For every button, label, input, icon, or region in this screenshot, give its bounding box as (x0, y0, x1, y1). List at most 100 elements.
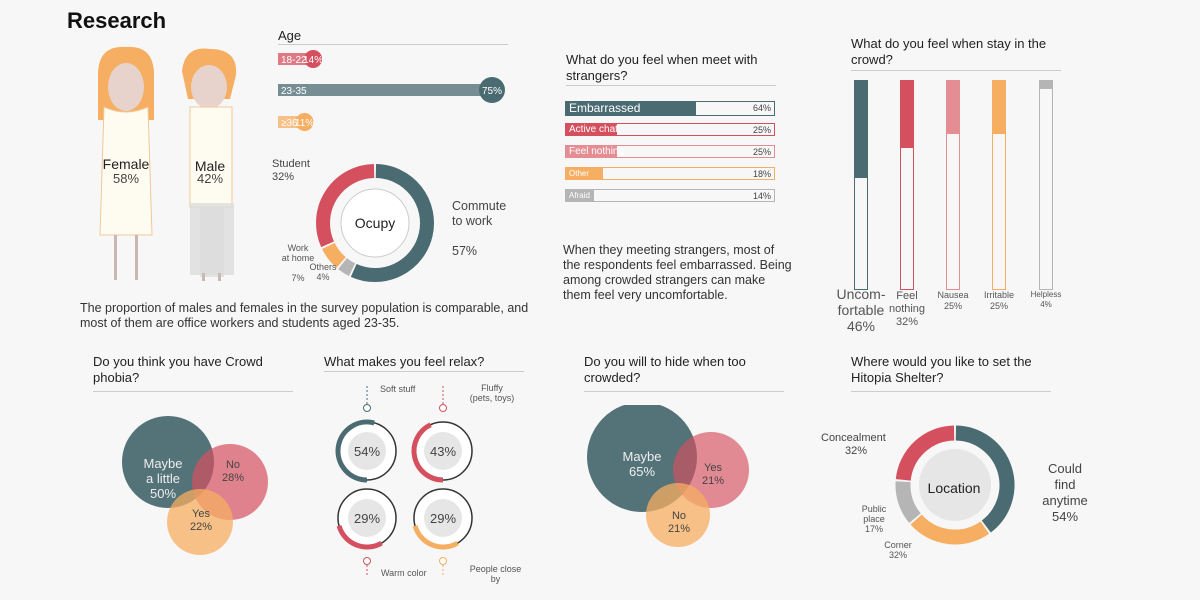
age-title: Age (278, 28, 302, 43)
age-bar-cap-0 (304, 50, 323, 68)
strangers-bar-4: Afraid 14% (565, 189, 775, 202)
relax-value-label: 29% (354, 511, 380, 526)
phobia-yes-label: Yes 22% (189, 508, 213, 533)
hide-title: Do you will to hide when too crowded? (584, 354, 746, 385)
gender-figures (98, 46, 237, 281)
shelter-donut (895, 425, 1015, 545)
strangers-text: When they meeting strangers, most of the… (563, 243, 792, 302)
female-figure-icon (98, 46, 154, 280)
crowd-chart: Uncom- fortable 46% Feel nothing 32% Nause… (836, 80, 1080, 340)
strangers-bar-fill (566, 190, 595, 201)
occupy-slice-1 (338, 258, 356, 276)
strangers-bar-0: Embarrassed 64% (565, 101, 775, 116)
crowd-title: What do you feel when stay in the crowd? (851, 36, 1047, 67)
relax-ring-0 (335, 419, 375, 483)
shelter-concealment-label: Concealment 32% (821, 432, 886, 457)
relax-chart: 54% 43% 29% 29% (335, 386, 473, 576)
crowd-bar-1 (900, 80, 914, 290)
relax-warm-label: Warm color (381, 568, 427, 578)
shelter-slice-3 (895, 425, 955, 481)
occupy-student-label: Student 32% (272, 158, 310, 183)
age-value-label: 14% (303, 55, 323, 66)
age-bar-1 (278, 84, 483, 96)
strangers-chart: Embarrassed 64% Active chat 25% Feel nothing… (565, 101, 775, 202)
crowd-bar-label: Nausea 25% (937, 290, 969, 311)
phobia-maybe-circle (122, 416, 214, 508)
strangers-bar-label: Afraid (569, 191, 590, 200)
relax-value-label: 43% (430, 444, 456, 459)
relax-ring-2 (336, 524, 383, 550)
age-category-label: 18-22 (281, 55, 307, 66)
occupy-center-label: Ocupy (355, 215, 395, 231)
relax-ring-3 (412, 524, 459, 550)
strangers-bar-fill (566, 124, 617, 135)
occupy-commute-label: Commute to work 57% (452, 199, 507, 258)
female-value: 58% (112, 171, 140, 186)
male-label: Male (194, 158, 226, 174)
crowd-bar-label: Feel nothing 32% (888, 290, 926, 328)
hide-maybe-label: Maybe 65% (622, 449, 662, 479)
strangers-bar-fill (566, 102, 696, 115)
strangers-bar-fill (566, 146, 617, 157)
relax-soft-label: Soft stuff (380, 384, 416, 394)
crowd-bar-2 (946, 80, 960, 290)
age-bar-2 (278, 116, 300, 128)
age-bar-0 (278, 53, 309, 65)
shelter-slice-0 (955, 425, 1015, 533)
crowd-bar-4 (1039, 80, 1053, 290)
occupy-workhome-label: Work at home 7% (281, 243, 315, 283)
strangers-bar-label: Embarrassed (569, 101, 641, 115)
shelter-anytime-label: Could find anytime 54% (1042, 461, 1088, 524)
crowd-bar-label: Helpless 4% (1030, 290, 1062, 309)
phobia-no-label: No 28% (221, 459, 245, 484)
age-value-label: 75% (482, 86, 502, 97)
shelter-slice-1 (910, 514, 990, 545)
strangers-bar-2: Feel nothing 25% (565, 145, 775, 158)
phobia-maybe-label: Maybe a little 50% (143, 456, 183, 501)
occupy-slice-2 (322, 242, 346, 268)
occupy-donut: Ocupy (316, 164, 434, 282)
crowd-bar-label: Uncom- fortable 46% (836, 286, 886, 334)
hide-no-circle (646, 483, 710, 547)
summary-text: The proportion of males and females in t… (80, 301, 529, 330)
relax-title: What makes you feel relax? (324, 354, 485, 369)
crowd-bar-0 (854, 80, 868, 290)
age-bar-cap-1 (479, 77, 505, 103)
shelter-public-label: Public place 17% (861, 504, 887, 534)
strangers-bar-value: 64% (752, 103, 771, 113)
phobia-title: Do you think you have Crowd phobia? (93, 354, 263, 385)
crowd-bar-fill (855, 81, 867, 178)
shelter-corner-label: Corner 32% (884, 540, 912, 560)
age-category-label: 23-35 (281, 86, 307, 97)
relax-value-label: 29% (430, 511, 456, 526)
shelter-title: Where would you like to set the Hitopia … (851, 354, 1032, 385)
phobia-venn (122, 416, 268, 555)
hide-no-label: No 21% (667, 510, 691, 535)
male-value: 42% (196, 171, 224, 186)
shelter-center-label: Location (927, 480, 981, 496)
strangers-bar-label: Active chat (569, 124, 618, 135)
page-title: Research (67, 8, 167, 33)
male-figure-icon (182, 48, 237, 281)
strangers-bar-1: Active chat 25% (565, 123, 775, 136)
crowd-bar-fill (901, 81, 913, 149)
crowd-bar-fill (993, 81, 1005, 134)
crowd-bar-label: Irritable 25% (983, 290, 1014, 311)
strangers-bar-label: Feel nothing (569, 146, 625, 157)
female-label: Female (102, 156, 150, 172)
relax-ring-1 (411, 422, 444, 483)
strangers-bar-value: 25% (752, 125, 771, 135)
crowd-bar-3 (992, 80, 1006, 290)
age-category-label: ≥36 (281, 118, 298, 129)
shelter-slice-2 (895, 481, 921, 523)
strangers-title: What do you feel when meet with stranger… (566, 52, 758, 83)
occupy-slice-0 (350, 164, 434, 282)
strangers-bar-value: 25% (752, 147, 771, 157)
crowd-bar-fill (1040, 81, 1052, 90)
age-value-label: 11% (295, 118, 314, 129)
strangers-bar-fill (566, 168, 603, 179)
crowd-bar-fill (947, 81, 959, 134)
age-bar-cap-2 (295, 113, 314, 131)
relax-people-label: People close by (469, 564, 522, 584)
